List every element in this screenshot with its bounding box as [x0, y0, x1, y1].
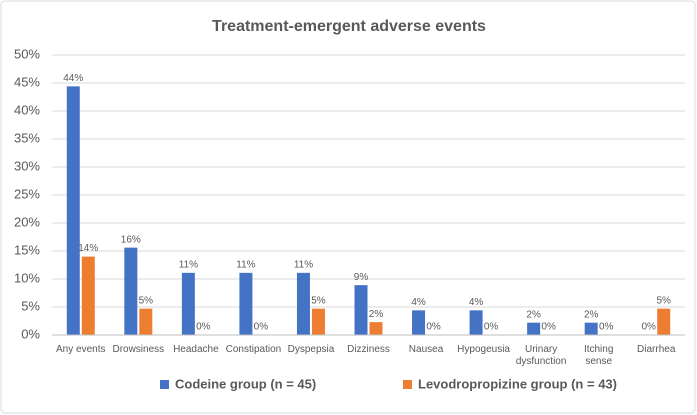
data-label: 16%	[121, 234, 141, 245]
x-tick-label: Diarrhea	[637, 344, 676, 355]
y-tick-label: 10%	[14, 270, 40, 285]
x-tick-label: Any events	[56, 344, 106, 355]
data-label: 11%	[179, 259, 198, 270]
data-label: 14%	[78, 243, 98, 254]
data-label: 0%	[196, 322, 211, 333]
data-label: 5%	[657, 295, 672, 306]
legend-swatch	[403, 380, 412, 389]
data-label: 2%	[526, 309, 541, 320]
x-tick-label: Drowsiness	[112, 344, 165, 355]
legend-swatch	[160, 380, 169, 389]
data-label: 5%	[311, 295, 326, 306]
data-label: 0%	[541, 322, 556, 333]
bar	[412, 310, 426, 335]
bar	[81, 256, 95, 335]
data-label: 5%	[139, 295, 154, 306]
data-label: 11%	[236, 259, 255, 270]
data-label: 0%	[484, 322, 499, 333]
y-tick-label: 30%	[14, 158, 40, 173]
y-tick-label: 40%	[14, 102, 40, 117]
x-tick-label: Itching sense	[583, 344, 614, 367]
data-label: 4%	[469, 297, 484, 308]
data-label: 11%	[294, 259, 313, 270]
x-tick-label: Constipation	[225, 344, 282, 355]
bar	[181, 272, 195, 335]
y-tick-label: 25%	[14, 186, 40, 201]
y-tick-label: 20%	[14, 214, 40, 229]
bar	[66, 86, 80, 335]
x-tick-label: Headache	[173, 344, 219, 355]
bar	[584, 322, 598, 335]
data-label: 44%	[63, 73, 83, 84]
bar	[239, 272, 253, 335]
data-label: 2%	[369, 309, 384, 320]
data-label: 4%	[411, 297, 426, 308]
data-label: 0%	[254, 322, 269, 333]
x-tick-label: Dyspepsia	[287, 344, 335, 355]
bar	[354, 285, 368, 335]
bar	[296, 272, 310, 335]
legend-label: Levodropropizine group (n = 43)	[418, 376, 617, 391]
y-tick-label: 45%	[14, 74, 40, 89]
x-tick-label: Dizziness	[347, 344, 390, 355]
data-label: 0%	[426, 322, 441, 333]
y-tick-label: 50%	[14, 46, 40, 61]
data-label: 9%	[354, 272, 369, 283]
bar	[369, 322, 383, 335]
y-tick-label: 35%	[14, 130, 40, 145]
bar	[657, 308, 671, 335]
legend-label: Codeine group (n = 45)	[175, 376, 316, 391]
x-tick-label: Hypogeusia	[457, 344, 510, 355]
x-tick-label: Nausea	[408, 344, 444, 355]
y-tick-label: 5%	[21, 298, 40, 313]
x-tick-label: Urinary dysfunction	[515, 344, 567, 367]
bar	[527, 322, 541, 335]
bar	[124, 247, 138, 335]
bar	[311, 308, 325, 335]
bar	[469, 310, 483, 335]
bar	[139, 308, 153, 335]
data-label: 0%	[599, 322, 614, 333]
y-tick-label: 15%	[14, 242, 40, 257]
chart-title: Treatment-emergent adverse events	[212, 18, 486, 35]
data-label: 0%	[642, 322, 657, 333]
y-tick-label: 0%	[21, 326, 40, 341]
data-label: 2%	[584, 309, 599, 320]
